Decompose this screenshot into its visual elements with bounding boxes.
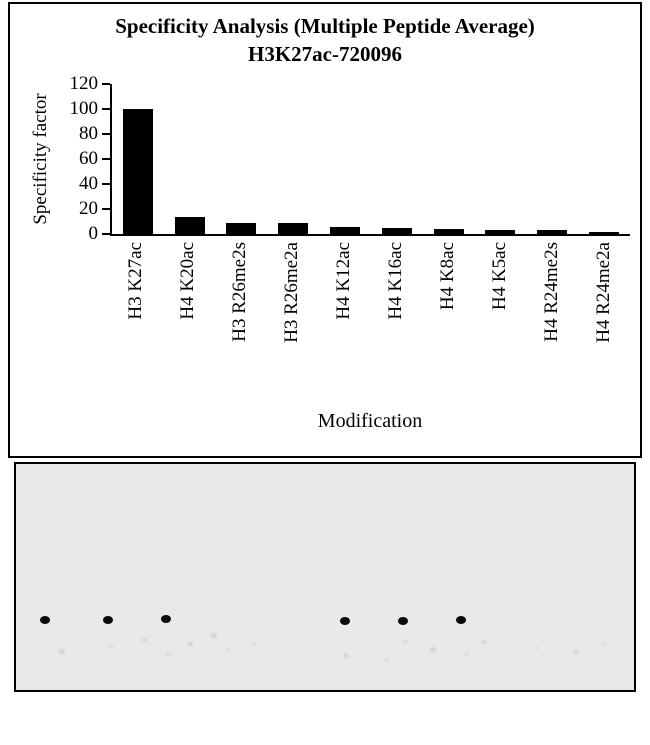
chart-area: Specificity factor 0 20 40 60 80 100 120 H3 K2… [10, 74, 640, 433]
blot-dot-faint [187, 641, 193, 646]
y-tick: 40 [79, 174, 110, 194]
bar-h4-r24me2a [589, 231, 620, 234]
blot-dot-faint [402, 639, 408, 644]
y-tick: 0 [88, 223, 110, 244]
blot-dot-faint [343, 653, 349, 658]
y-tick-label: 80 [79, 123, 98, 144]
bar-slot [216, 84, 268, 234]
y-axis-title: Specificity factor [24, 84, 58, 234]
y-tick-label: 60 [79, 148, 98, 169]
blot-dot-faint [59, 649, 65, 654]
blot-dot-faint [573, 649, 579, 654]
bar-h3-r26me2a [278, 222, 309, 234]
blot-dot-faint [383, 657, 389, 662]
plot-area [110, 84, 630, 236]
y-tick-mark [102, 233, 110, 235]
blot-dot [456, 616, 466, 624]
bar-h4-k12ac [330, 226, 361, 234]
y-tick-label: 40 [79, 173, 98, 194]
category-label: H4 K20ac [177, 242, 198, 320]
chart-title-line2: H3K27ac-720096 [248, 42, 402, 66]
bar-h4-r24me2s [537, 230, 568, 234]
blot-dot [40, 616, 50, 624]
bar-slot [578, 84, 630, 234]
x-axis-category-labels: H3 K27ac H4 K20ac H3 R26me2s H3 R26me2a H4 K… [110, 236, 630, 392]
y-tick-mark [102, 83, 110, 85]
y-tick: 60 [79, 149, 110, 169]
y-tick-mark [102, 208, 110, 210]
chart-panel: Specificity Analysis (Multiple Peptide A… [8, 2, 642, 458]
bar-h4-k20ac [174, 216, 205, 234]
category-label: H3 K27ac [125, 242, 146, 320]
blot-dot-faint [251, 641, 257, 646]
category-label: H4 R24me2s [541, 242, 562, 342]
chart-title: Specificity Analysis (Multiple Peptide A… [10, 12, 640, 68]
y-tick-mark [102, 108, 110, 110]
blot-dot [398, 617, 408, 625]
blot-dot [340, 617, 350, 625]
peptide-array-blot [14, 462, 636, 692]
bar-slot [371, 84, 423, 234]
category-cell: H4 R24me2s [526, 242, 578, 342]
blot-dot [161, 615, 171, 623]
chart-title-line1: Specificity Analysis (Multiple Peptide A… [115, 14, 535, 38]
bar-slot [164, 84, 216, 234]
blot-dot-faint [108, 643, 114, 648]
blot-dot-faint [141, 637, 147, 642]
bar-h4-k5ac [485, 230, 516, 234]
blot-dot-faint [165, 651, 171, 656]
blot-dot-faint [601, 641, 607, 646]
bar-slot [112, 84, 164, 234]
bar-slot [526, 84, 578, 234]
category-cell: H3 R26me2s [214, 242, 266, 342]
bar-slot [475, 84, 527, 234]
category-cell: H4 K16ac [370, 242, 422, 320]
y-tick-label: 0 [88, 223, 99, 244]
y-tick-label: 20 [79, 198, 98, 219]
y-tick-mark [102, 183, 110, 185]
blot-dot [103, 616, 113, 624]
bar-h3-r26me2s [226, 222, 257, 234]
category-label: H4 K8ac [437, 242, 458, 311]
bar-h4-k16ac [381, 227, 412, 234]
blot-dot-faint [211, 633, 217, 638]
bar-h4-k8ac [433, 229, 464, 234]
category-label: H4 K12ac [333, 242, 354, 320]
blot-dot-faint [225, 647, 231, 652]
x-axis-title: Modification [317, 410, 423, 432]
bar-slot [319, 84, 371, 234]
category-label: H4 R24me2a [593, 242, 614, 343]
category-cell: H4 R24me2a [578, 242, 630, 343]
category-cell: H3 K27ac [110, 242, 162, 320]
category-cell: H4 K5ac [474, 242, 526, 310]
category-cell: H4 K12ac [318, 242, 370, 320]
category-cell: H3 R26me2a [266, 242, 318, 343]
blot-dot-faint [430, 647, 436, 652]
blot-dot-faint [463, 651, 469, 656]
plot-column: H3 K27ac H4 K20ac H3 R26me2s H3 R26me2a H4 K… [110, 84, 630, 433]
y-tick-mark [102, 158, 110, 160]
bar-h3-k27ac [122, 109, 153, 234]
y-axis-ticks: 0 20 40 60 80 100 120 [58, 74, 110, 244]
bar-slot [423, 84, 475, 234]
blot-dot-faint [533, 645, 539, 650]
category-label: H3 R26me2s [229, 242, 250, 342]
y-tick-mark [102, 133, 110, 135]
y-tick: 120 [69, 73, 110, 94]
bar-slot [267, 84, 319, 234]
category-cell: H4 K8ac [422, 242, 474, 310]
blot-dot-faint [481, 639, 487, 644]
category-label: H3 R26me2a [281, 242, 302, 343]
category-label: H4 K16ac [385, 242, 406, 320]
y-tick-label: 120 [69, 73, 99, 94]
y-tick-label: 100 [69, 98, 99, 119]
y-tick: 80 [79, 124, 110, 144]
y-tick: 20 [79, 199, 110, 219]
category-label: H4 K5ac [489, 242, 510, 311]
y-axis-title-text: Specificity factor [30, 93, 51, 225]
category-cell: H4 K20ac [162, 242, 214, 320]
y-tick: 100 [69, 98, 110, 119]
